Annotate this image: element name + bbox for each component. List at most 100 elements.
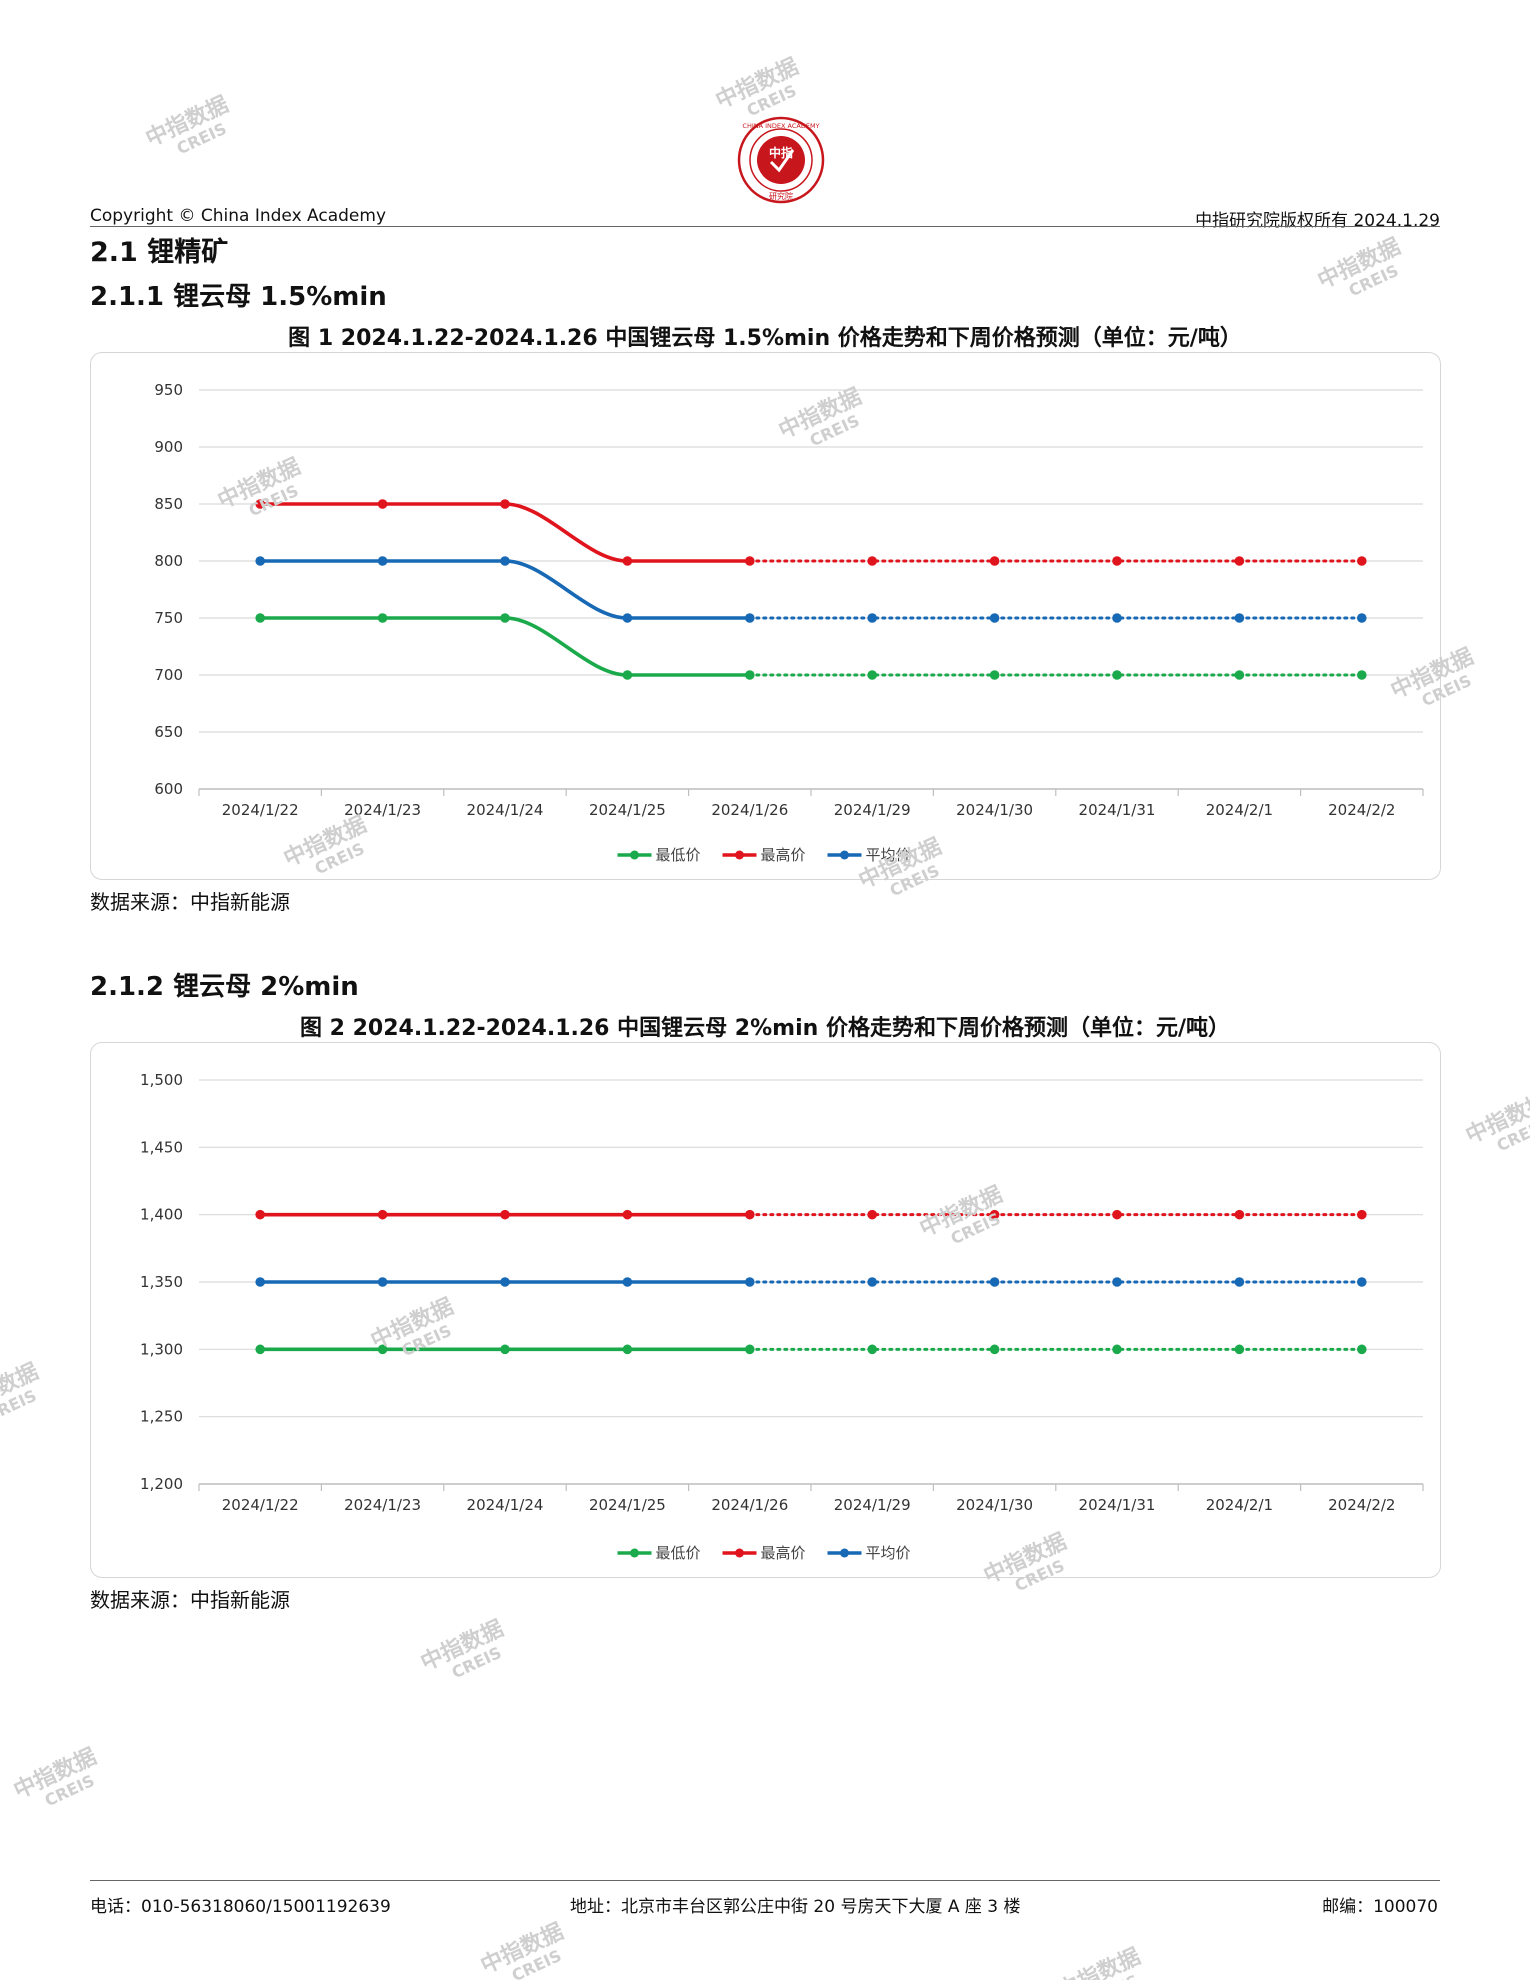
logo-ring-text: CHINA INDEX ACADEMY xyxy=(742,122,819,130)
figure-1-title: 图 1 2024.1.22-2024.1.26 中国锂云母 1.5%min 价格… xyxy=(288,326,1242,351)
data-point xyxy=(255,499,265,509)
data-point xyxy=(255,1277,265,1287)
legend-label: 最低价 xyxy=(656,846,701,864)
data-point xyxy=(867,1209,877,1220)
legend-item: 平均价 xyxy=(827,1544,911,1562)
x-tick-label: 2024/1/29 xyxy=(834,1496,911,1514)
legend-label: 平均价 xyxy=(866,846,911,864)
header-divider xyxy=(90,226,1440,227)
x-tick-label: 2024/1/30 xyxy=(956,801,1033,819)
data-point xyxy=(1234,613,1245,623)
footer-phone: 电话：010-56318060/15001192639 xyxy=(90,1897,391,1917)
legend-label: 最高价 xyxy=(761,1544,806,1562)
data-point xyxy=(745,1344,755,1355)
data-point xyxy=(1357,1344,1367,1355)
data-point xyxy=(500,1344,510,1355)
data-point xyxy=(622,556,633,566)
data-point xyxy=(255,1209,265,1220)
data-point xyxy=(867,1277,877,1287)
data-point xyxy=(1357,556,1367,566)
legend-item: 最高价 xyxy=(722,1544,806,1562)
data-point xyxy=(989,1344,1000,1355)
y-tick-label: 750 xyxy=(154,609,183,627)
y-tick-label: 1,350 xyxy=(140,1273,183,1291)
data-point xyxy=(745,556,755,566)
data-point xyxy=(500,1277,510,1287)
data-point xyxy=(1234,1344,1245,1355)
x-tick-label: 2024/2/2 xyxy=(1328,801,1395,819)
data-point xyxy=(1112,613,1122,623)
x-tick-label: 2024/2/1 xyxy=(1206,1496,1273,1514)
logo-center-text: 中指 xyxy=(769,145,793,160)
y-tick-label: 900 xyxy=(154,438,183,456)
legend-marker xyxy=(630,1548,639,1558)
data-point xyxy=(867,670,877,680)
data-point xyxy=(500,499,510,509)
y-tick-label: 850 xyxy=(154,495,183,513)
chart-1-svg: 600 650 700 750 800 850 900 950 2024/1/22 2024/1/… xyxy=(154,381,1424,864)
footer-address: 地址：北京市丰台区郭公庄中街 20 号房天下大厦 A 座 3 楼 xyxy=(570,1897,1021,1917)
data-point xyxy=(1357,670,1367,680)
data-point xyxy=(1112,1209,1122,1220)
x-tick-label: 2024/1/24 xyxy=(467,1496,544,1514)
footer-divider xyxy=(90,1880,1440,1881)
data-point xyxy=(377,1277,388,1287)
y-tick-label: 700 xyxy=(154,666,183,684)
x-tick-label: 2024/1/23 xyxy=(344,801,421,819)
y-tick-label: 1,300 xyxy=(140,1340,183,1358)
x-tick-label: 2024/2/1 xyxy=(1206,801,1273,819)
data-point xyxy=(745,1209,755,1220)
data-point xyxy=(1234,556,1245,566)
x-tick-label: 2024/1/22 xyxy=(222,1496,299,1514)
legend-item: 最低价 xyxy=(617,846,701,864)
data-point xyxy=(1234,1277,1245,1287)
x-tick-label: 2024/1/23 xyxy=(344,1496,421,1514)
data-point xyxy=(867,613,877,623)
legend-marker xyxy=(735,850,744,860)
data-point xyxy=(622,1344,633,1355)
data-point xyxy=(1112,1344,1122,1355)
y-tick-label: 1,250 xyxy=(140,1408,183,1426)
section-title: 2.1 锂精矿 xyxy=(90,237,229,268)
x-tick-label: 2024/1/29 xyxy=(834,801,911,819)
data-point xyxy=(622,1277,633,1287)
x-tick-label: 2024/1/31 xyxy=(1079,1496,1156,1514)
chart-2-svg: 1,200 1,250 1,300 1,350 1,400 1,450 1,500 2024/… xyxy=(140,1071,1424,1562)
data-point xyxy=(255,1344,265,1355)
figure-2-title: 图 2 2024.1.22-2024.1.26 中国锂云母 2%min 价格走势… xyxy=(300,1016,1230,1041)
data-point xyxy=(622,613,633,623)
x-tick-label: 2024/1/22 xyxy=(222,801,299,819)
data-point xyxy=(622,670,633,680)
legend-marker xyxy=(735,1548,744,1558)
data-point xyxy=(622,1209,633,1220)
x-tick-label: 2024/1/26 xyxy=(711,1496,788,1514)
legend-label: 平均价 xyxy=(866,1544,911,1562)
data-point xyxy=(1112,1277,1122,1287)
data-point xyxy=(1357,1209,1367,1220)
data-point xyxy=(377,499,388,509)
data-point xyxy=(255,556,265,566)
y-tick-label: 1,200 xyxy=(140,1475,183,1493)
copyright-text: Copyright © China Index Academy xyxy=(90,206,387,226)
y-tick-label: 600 xyxy=(154,780,183,798)
data-point xyxy=(1112,670,1122,680)
data-point xyxy=(1234,670,1245,680)
legend-item: 最高价 xyxy=(722,846,806,864)
legend-marker xyxy=(840,1548,849,1558)
data-point xyxy=(377,1344,388,1355)
chart-1-source: 数据来源：中指新能源 xyxy=(90,890,290,914)
data-point xyxy=(1112,556,1122,566)
subsection-2-title: 2.1.2 锂云母 2%min xyxy=(90,972,359,1002)
data-point xyxy=(255,613,265,623)
